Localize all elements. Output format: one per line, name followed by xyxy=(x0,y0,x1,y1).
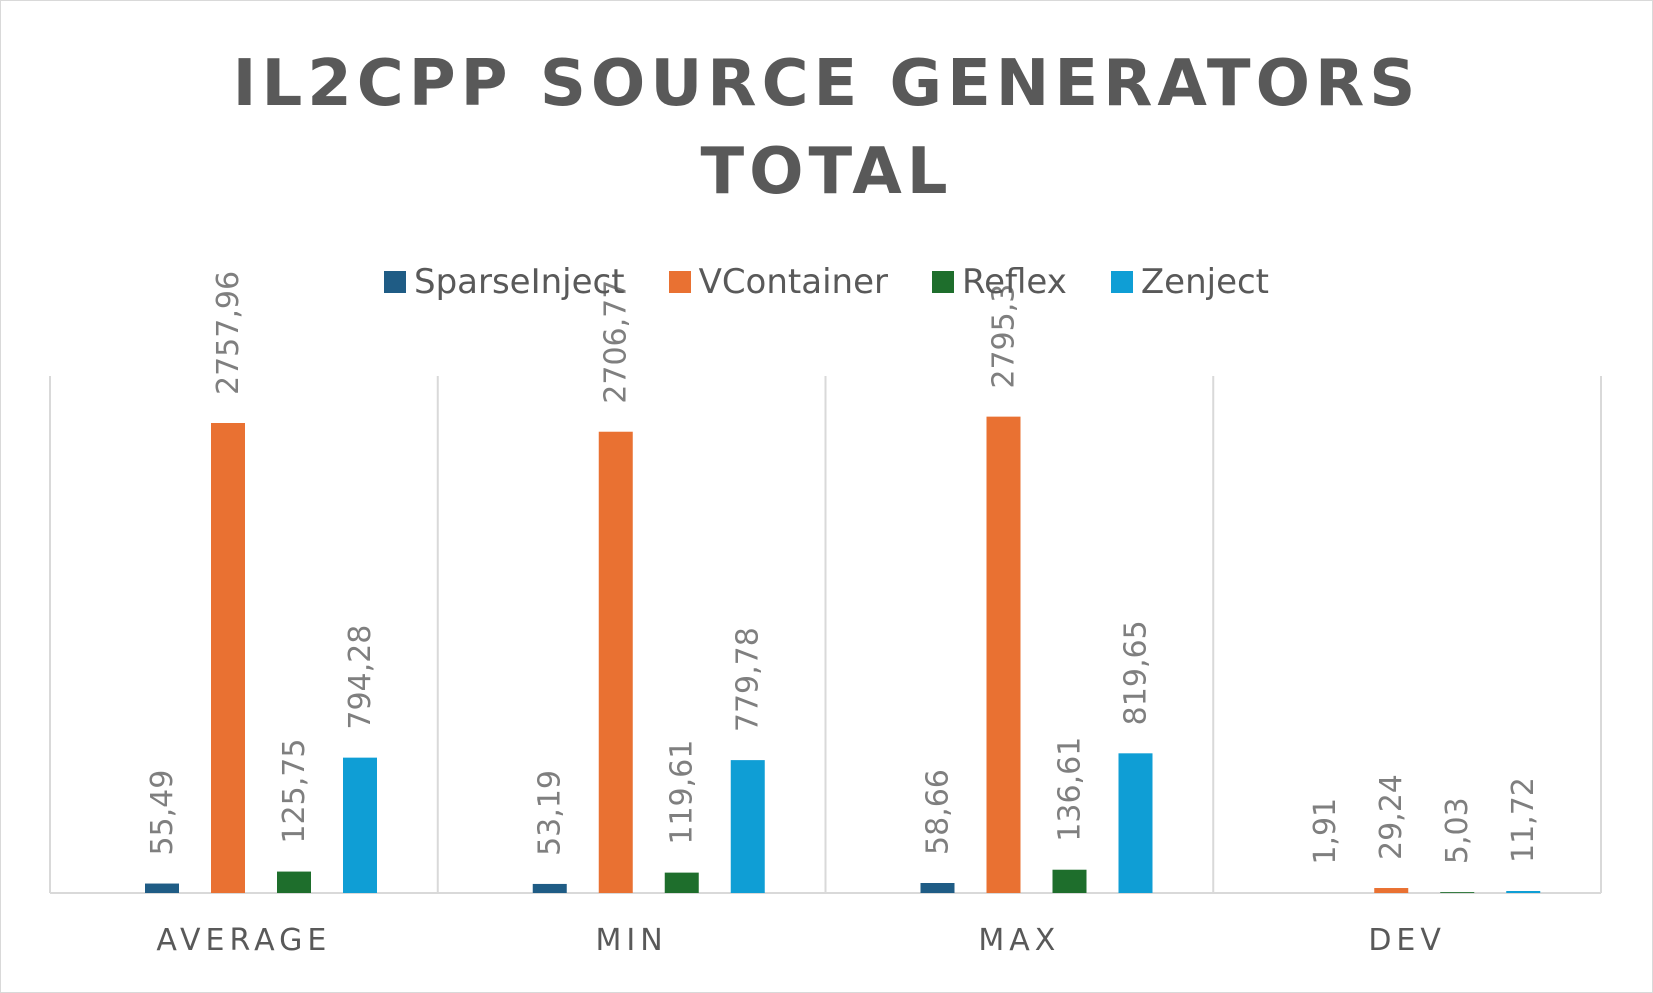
data-label-vcontainer-average: 2757,96 xyxy=(211,271,246,395)
data-label-zenject-average: 794,28 xyxy=(343,625,378,730)
data-label-sparseinject-min: 53,19 xyxy=(533,770,568,856)
bar-reflex-min xyxy=(664,872,699,893)
legend-label: VContainer xyxy=(698,262,888,302)
legend-item-zenject: Zenject xyxy=(1110,262,1270,302)
bar-zenject-average xyxy=(343,757,377,893)
legend-item-sparseinject: SparseInject xyxy=(383,262,625,302)
bar-vcontainer-average xyxy=(211,423,245,893)
data-label-sparseinject-average: 55,49 xyxy=(145,770,180,856)
legend-swatch xyxy=(668,271,691,293)
data-label-vcontainer-dev: 29,24 xyxy=(1374,774,1409,860)
data-label-reflex-dev: 5,03 xyxy=(1440,797,1475,864)
bar-sparseinject-max xyxy=(920,883,955,893)
legend-swatch xyxy=(931,271,954,293)
legend-item-reflex: Reflex xyxy=(931,262,1067,302)
legend-swatch xyxy=(1110,271,1133,293)
category-label-dev: DEV xyxy=(1368,923,1446,958)
bar-vcontainer-max xyxy=(986,416,1021,893)
bar-vcontainer-min xyxy=(598,431,633,893)
bar-sparseinject-average xyxy=(145,883,179,893)
legend-swatch xyxy=(383,271,406,293)
legend-label: Reflex xyxy=(961,262,1067,302)
legend-label: Zenject xyxy=(1140,262,1270,302)
data-label-zenject-min: 779,78 xyxy=(731,627,766,732)
chart-title-line-1: IL2CPP SOURCE GENERATORS xyxy=(232,47,1421,121)
bar-zenject-min xyxy=(730,760,765,893)
bar-zenject-max xyxy=(1118,753,1153,893)
data-label-vcontainer-max: 2795,3 xyxy=(987,284,1022,389)
legend-label: SparseInject xyxy=(413,262,625,302)
chart-title-line-2: TOTAL xyxy=(700,135,953,209)
chart-title: IL2CPP SOURCE GENERATORS TOTAL xyxy=(0,40,1653,216)
data-label-zenject-max: 819,65 xyxy=(1119,620,1154,725)
bar-sparseinject-min xyxy=(532,883,567,893)
bar-reflex-average xyxy=(277,871,311,893)
data-label-vcontainer-min: 2706,77 xyxy=(599,280,634,404)
bar-zenject-dev xyxy=(1506,891,1541,893)
category-label-min: MIN xyxy=(596,923,668,958)
chart-legend: SparseInject VContainer Reflex Zenject xyxy=(0,262,1653,302)
data-label-sparseinject-max: 58,66 xyxy=(921,769,956,855)
category-label-average: AVERAGE xyxy=(156,923,331,958)
data-label-sparseinject-dev: 1,91 xyxy=(1308,798,1343,865)
category-label-max: MAX xyxy=(978,923,1060,958)
bar-reflex-max xyxy=(1052,869,1087,893)
data-label-reflex-max: 136,61 xyxy=(1053,737,1088,842)
data-label-reflex-min: 119,61 xyxy=(665,740,700,845)
data-label-reflex-average: 125,75 xyxy=(277,739,312,844)
data-label-zenject-dev: 11,72 xyxy=(1506,777,1541,863)
bar-vcontainer-dev xyxy=(1374,888,1409,893)
bar-reflex-dev xyxy=(1440,892,1475,893)
legend-item-vcontainer: VContainer xyxy=(668,262,888,302)
